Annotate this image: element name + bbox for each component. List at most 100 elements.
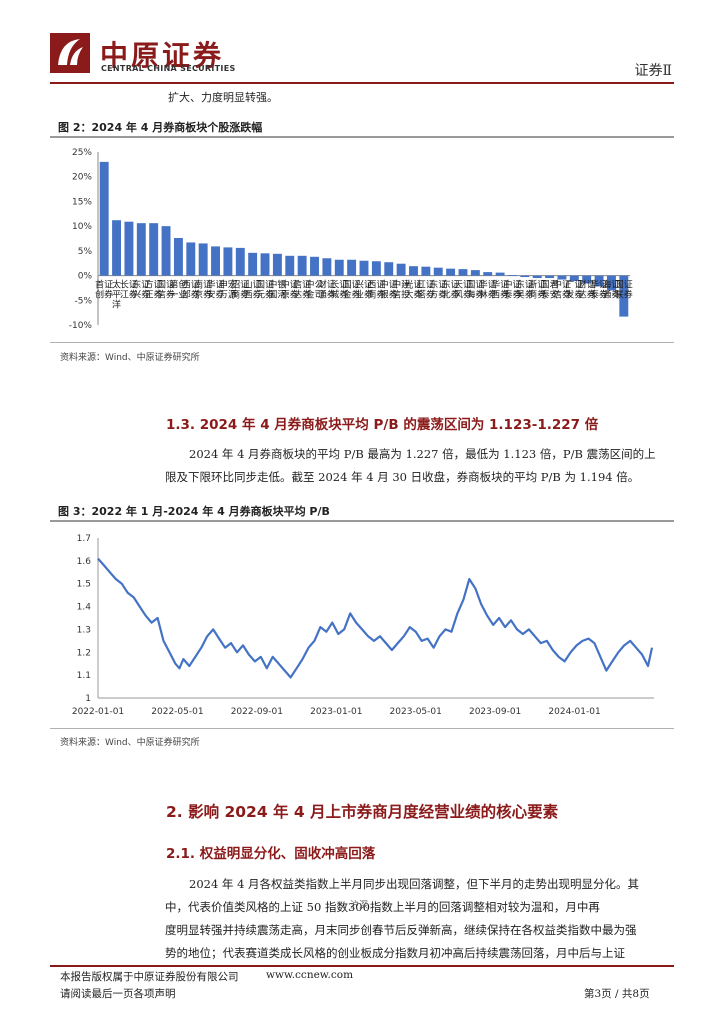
- section-2-1-line: 势的地位；代表赛道类成长风格的创业板成分指数月初冲高后持续震荡回落，月中后与上证: [165, 946, 625, 960]
- section-1-3-heading: 1.3. 2024 年 4 月券商板块平均 P/B 的震荡区间为 1.123-1…: [166, 417, 599, 433]
- y-tick-label: 15%: [72, 197, 92, 207]
- bar: [371, 261, 381, 276]
- x-tick-label: 天风证券: [454, 280, 472, 301]
- section-2-1-paragraph: 2024 年 4 月各权益类指数上半月同步出现回落调整，但下半月的走势出现明显分…: [165, 873, 685, 965]
- bar: [223, 247, 233, 276]
- section-1-3-line: 2024 年 4 月券商板块的平均 P/B 最高为 1.227 倍，最低为 1.…: [189, 447, 656, 461]
- report-section-label: 证券Ⅱ: [634, 63, 672, 79]
- x-tick-label: 南京证券: [194, 279, 212, 301]
- x-tick-label: 中原证券: [281, 279, 299, 301]
- x-tick-label: 2022-05-01: [151, 707, 203, 717]
- x-tick-label: 华安证券: [207, 279, 225, 301]
- bar: [594, 275, 604, 287]
- bar: [508, 275, 517, 276]
- bar: [310, 256, 319, 276]
- x-tick-label: 财达证券: [578, 279, 596, 301]
- figure2-source: 资料来源：Wind、中原证券研究所: [60, 353, 200, 363]
- bar: [124, 221, 134, 276]
- footer-copyright: 本报告版权属于中原证券股份有限公司: [60, 971, 239, 983]
- x-tick-label: 信达证券: [293, 279, 311, 301]
- x-tick-label: 中泰证券: [503, 279, 521, 301]
- y-tick-label: -10%: [69, 321, 93, 331]
- figure3-source: 资料来源：Wind、中原证券研究所: [60, 738, 200, 748]
- pb-series-line: [97, 557, 654, 679]
- x-tick-label: 东兴证券: [132, 279, 150, 301]
- bar: [136, 223, 146, 276]
- x-tick-label: 2022-09-01: [231, 707, 283, 717]
- bar: [458, 269, 468, 276]
- bar: [235, 247, 245, 276]
- bar: [272, 253, 282, 276]
- logo-chinese-name: 中原证券: [100, 39, 225, 72]
- bar: [211, 246, 220, 276]
- x-tick-label: 海通证券: [602, 279, 620, 301]
- y-tick-label: 0%: [78, 272, 93, 282]
- y-tick-label: 1.6: [77, 557, 92, 567]
- x-tick-label: 财通证券: [318, 279, 336, 301]
- section-2-1-line: 中，代表价值类风格的上证 50 指数300指数上半月的回落调整相对较为温和，月中…: [165, 900, 600, 914]
- section-1-3-line: 限及下限环比同步走低。截至 2024 年 4 月 30 日收盘，券商板块的平均 …: [165, 470, 640, 484]
- x-tick-label: 华林证券: [479, 279, 497, 301]
- x-tick-label: 兴业证券: [355, 280, 373, 301]
- x-tick-label: 申万宏源: [219, 279, 237, 301]
- figure3-top-rule: [50, 520, 674, 522]
- x-tick-label: 国海证券: [466, 280, 484, 301]
- bar: [495, 272, 505, 276]
- overlay-mark: 、沪深: [341, 901, 369, 911]
- x-tick-label: 国金证券: [343, 280, 361, 301]
- x-tick-label: 中信证券: [553, 279, 571, 301]
- footer-website-link[interactable]: www.ccnew.com: [266, 969, 354, 981]
- header-divider: [50, 82, 674, 84]
- x-tick-label: 国信证券: [157, 280, 175, 301]
- bar: [334, 259, 344, 276]
- x-tick-label: 2024-01-01: [548, 707, 600, 717]
- bar: [421, 266, 431, 276]
- y-tick-label: 1.3: [77, 625, 91, 635]
- bar: [285, 255, 295, 276]
- figure2-bottom-rule: [50, 342, 674, 343]
- footer-divider: [50, 965, 674, 967]
- bar: [322, 258, 332, 276]
- x-tick-label: 招商证券: [231, 279, 249, 301]
- y-tick-label: 5%: [78, 247, 93, 257]
- section-2-1-line: 2024 年 4 月各权益类指数上半月同步出现回落调整，但下半月的走势出现明显分…: [189, 877, 640, 891]
- x-tick-label: 东方证券: [429, 279, 447, 301]
- y-tick-label: 1.4: [77, 603, 92, 613]
- bar: [569, 275, 579, 282]
- x-tick-label: 西部证券: [182, 280, 200, 301]
- bar: [446, 268, 456, 276]
- section-1-3-paragraph: 2024 年 4 月券商板块的平均 P/B 最高为 1.227 倍，最低为 1.…: [165, 443, 685, 489]
- x-tick-label: 2022-01-01: [72, 707, 124, 717]
- x-tick-label: 中国银河: [268, 279, 286, 301]
- x-tick-label: 华泰证券: [590, 279, 608, 301]
- bar: [409, 266, 418, 276]
- figure3-title: 图 3：2022 年 1 月-2024 年 4 月券商板块平均 P/B: [58, 505, 330, 518]
- x-tick-label: 中银证券: [380, 279, 398, 301]
- bar: [297, 255, 307, 276]
- x-tick-label: 2023-05-01: [390, 707, 442, 717]
- bar: [582, 275, 592, 284]
- bar: [248, 252, 258, 276]
- x-tick-label: 西南证券: [367, 280, 385, 301]
- x-tick-label: 首创证券: [95, 279, 113, 301]
- x-tick-label: 国泰君安: [541, 280, 559, 301]
- bar: [359, 260, 369, 276]
- y-tick-label: -5%: [74, 296, 92, 306]
- y-tick-label: 1.2: [77, 648, 91, 658]
- bar: [149, 223, 159, 276]
- figure2-top-rule: [50, 136, 674, 138]
- bar: [99, 161, 109, 276]
- x-tick-label: 第一创业: [169, 279, 187, 301]
- y-tick-label: 20%: [72, 173, 92, 183]
- bar: [186, 242, 196, 276]
- x-tick-label: 国元证券: [256, 280, 274, 301]
- x-tick-label: 东北证券: [442, 279, 460, 301]
- company-logo-icon: [50, 33, 90, 73]
- x-tick-label: 华西证券: [491, 279, 509, 301]
- x-tick-label: 2023-01-01: [310, 707, 362, 717]
- bar: [483, 272, 493, 276]
- logo-english-name: CENTRAL CHINA SECURITIES: [101, 64, 236, 73]
- x-tick-label: 红塔证券: [417, 279, 435, 301]
- x-tick-label: 山西证券: [244, 280, 262, 301]
- y-tick-label: 1.1: [77, 671, 91, 681]
